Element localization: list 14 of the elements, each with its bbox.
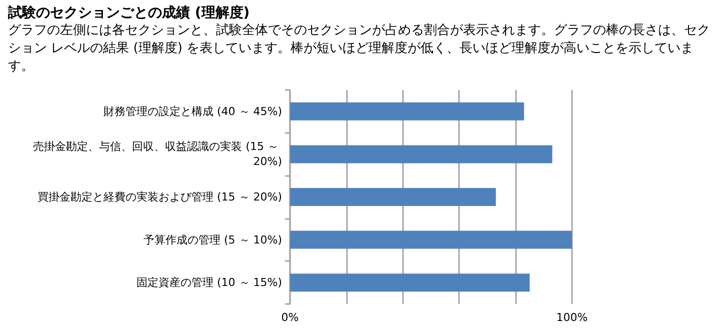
- bar: [290, 188, 496, 206]
- chart-subtitle: グラフの左側には各セクションと、試験全体でそのセクションが占める割合が表示されます。グラフの棒の長さは、セクション レベルの結果 (理解度) を表しています。棒が短いほど理解度が低く、長いほど理解度が高いことを示しています。: [8, 22, 711, 76]
- y-tick-label: 予算作成の管理 (5 ～ 10%): [143, 233, 282, 246]
- bar: [290, 274, 530, 292]
- x-tick-label: 0%: [281, 311, 299, 324]
- bar: [290, 230, 572, 249]
- y-tick-label: 固定資産の管理 (10 ～ 15%): [136, 276, 282, 290]
- text: 試験のセクションごとの成績 (理解度): [8, 4, 251, 22]
- y-tick-label: 売掛金勘定、与信、回収、収益認識の実装 (15 ～ 20%): [33, 140, 282, 168]
- bar: [290, 102, 524, 120]
- y-tick-label: 買掛金勘定と経費の実装および管理 (15 ～ 20%): [37, 190, 282, 204]
- y-tick-label: 財務管理の設定と構成 (40 ～ 45%): [103, 104, 282, 118]
- x-tick-label: 100%: [556, 311, 588, 324]
- bar: [290, 145, 552, 164]
